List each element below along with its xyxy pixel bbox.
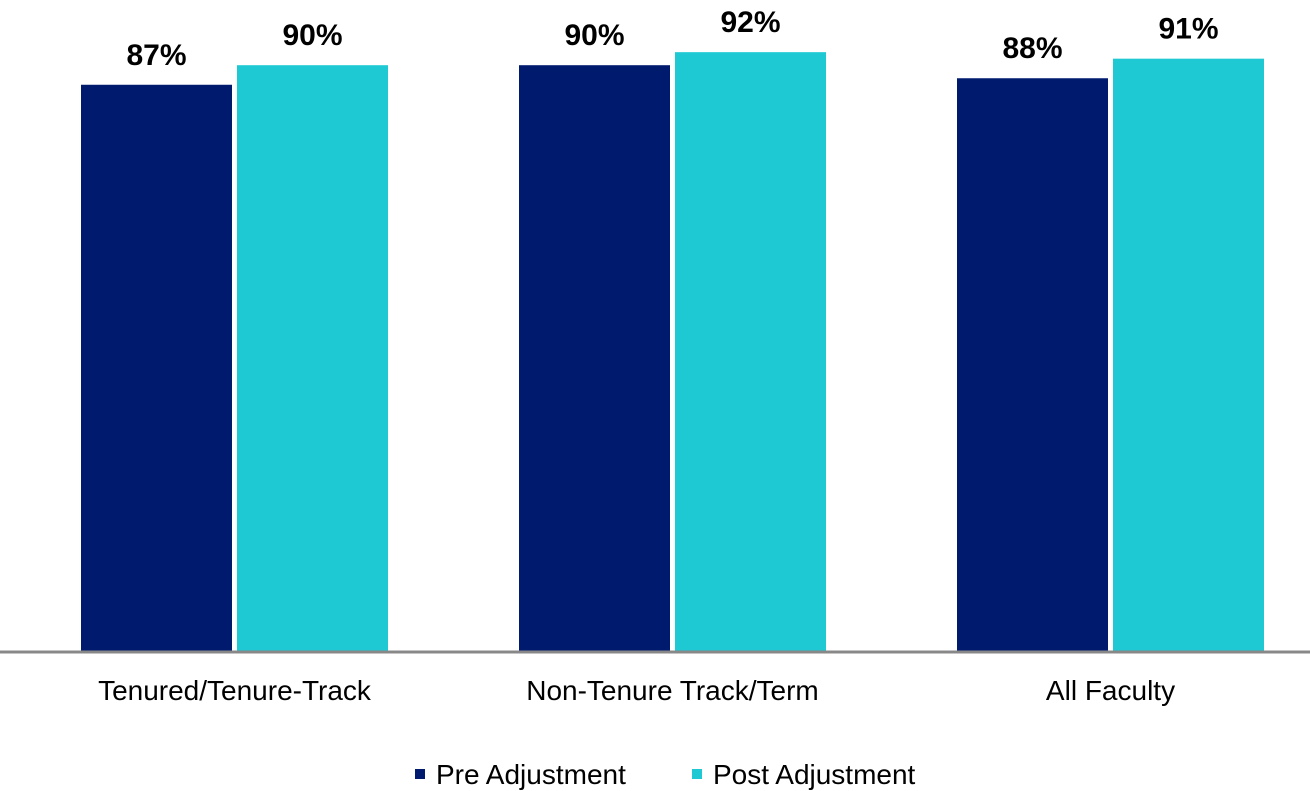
legend-label-post: Post Adjustment: [713, 759, 916, 790]
value-labels-layer: 87% 90% 90% 92% 88% 91%: [126, 6, 1218, 72]
data-label-pre-2: 88%: [1002, 32, 1062, 65]
bar-pre-0: [81, 84, 232, 652]
bar-pre-2: [957, 78, 1108, 653]
data-label-post-2: 91%: [1158, 13, 1218, 46]
x-tick-label-0: Tenured/Tenure-Track: [98, 675, 372, 706]
data-label-pre-1: 90%: [564, 19, 624, 52]
legend-marker-pre: [415, 769, 425, 779]
bars-layer: [81, 52, 1264, 653]
x-tick-label-1: Non-Tenure Track/Term: [526, 675, 819, 706]
bar-post-0: [237, 65, 388, 652]
data-label-post-0: 90%: [282, 19, 342, 52]
bar-post-2: [1113, 58, 1264, 653]
legend-label-pre: Pre Adjustment: [436, 759, 626, 790]
legend: Pre Adjustment Post Adjustment: [415, 759, 916, 790]
category-labels-layer: Tenured/Tenure-Track Non-Tenure Track/Ter…: [98, 675, 1175, 706]
x-tick-label-2: All Faculty: [1046, 675, 1175, 706]
bar-pre-1: [519, 65, 670, 652]
bar-post-1: [675, 52, 826, 653]
legend-marker-post: [692, 769, 702, 779]
data-label-pre-0: 87%: [126, 39, 186, 72]
data-label-post-1: 92%: [720, 6, 780, 39]
